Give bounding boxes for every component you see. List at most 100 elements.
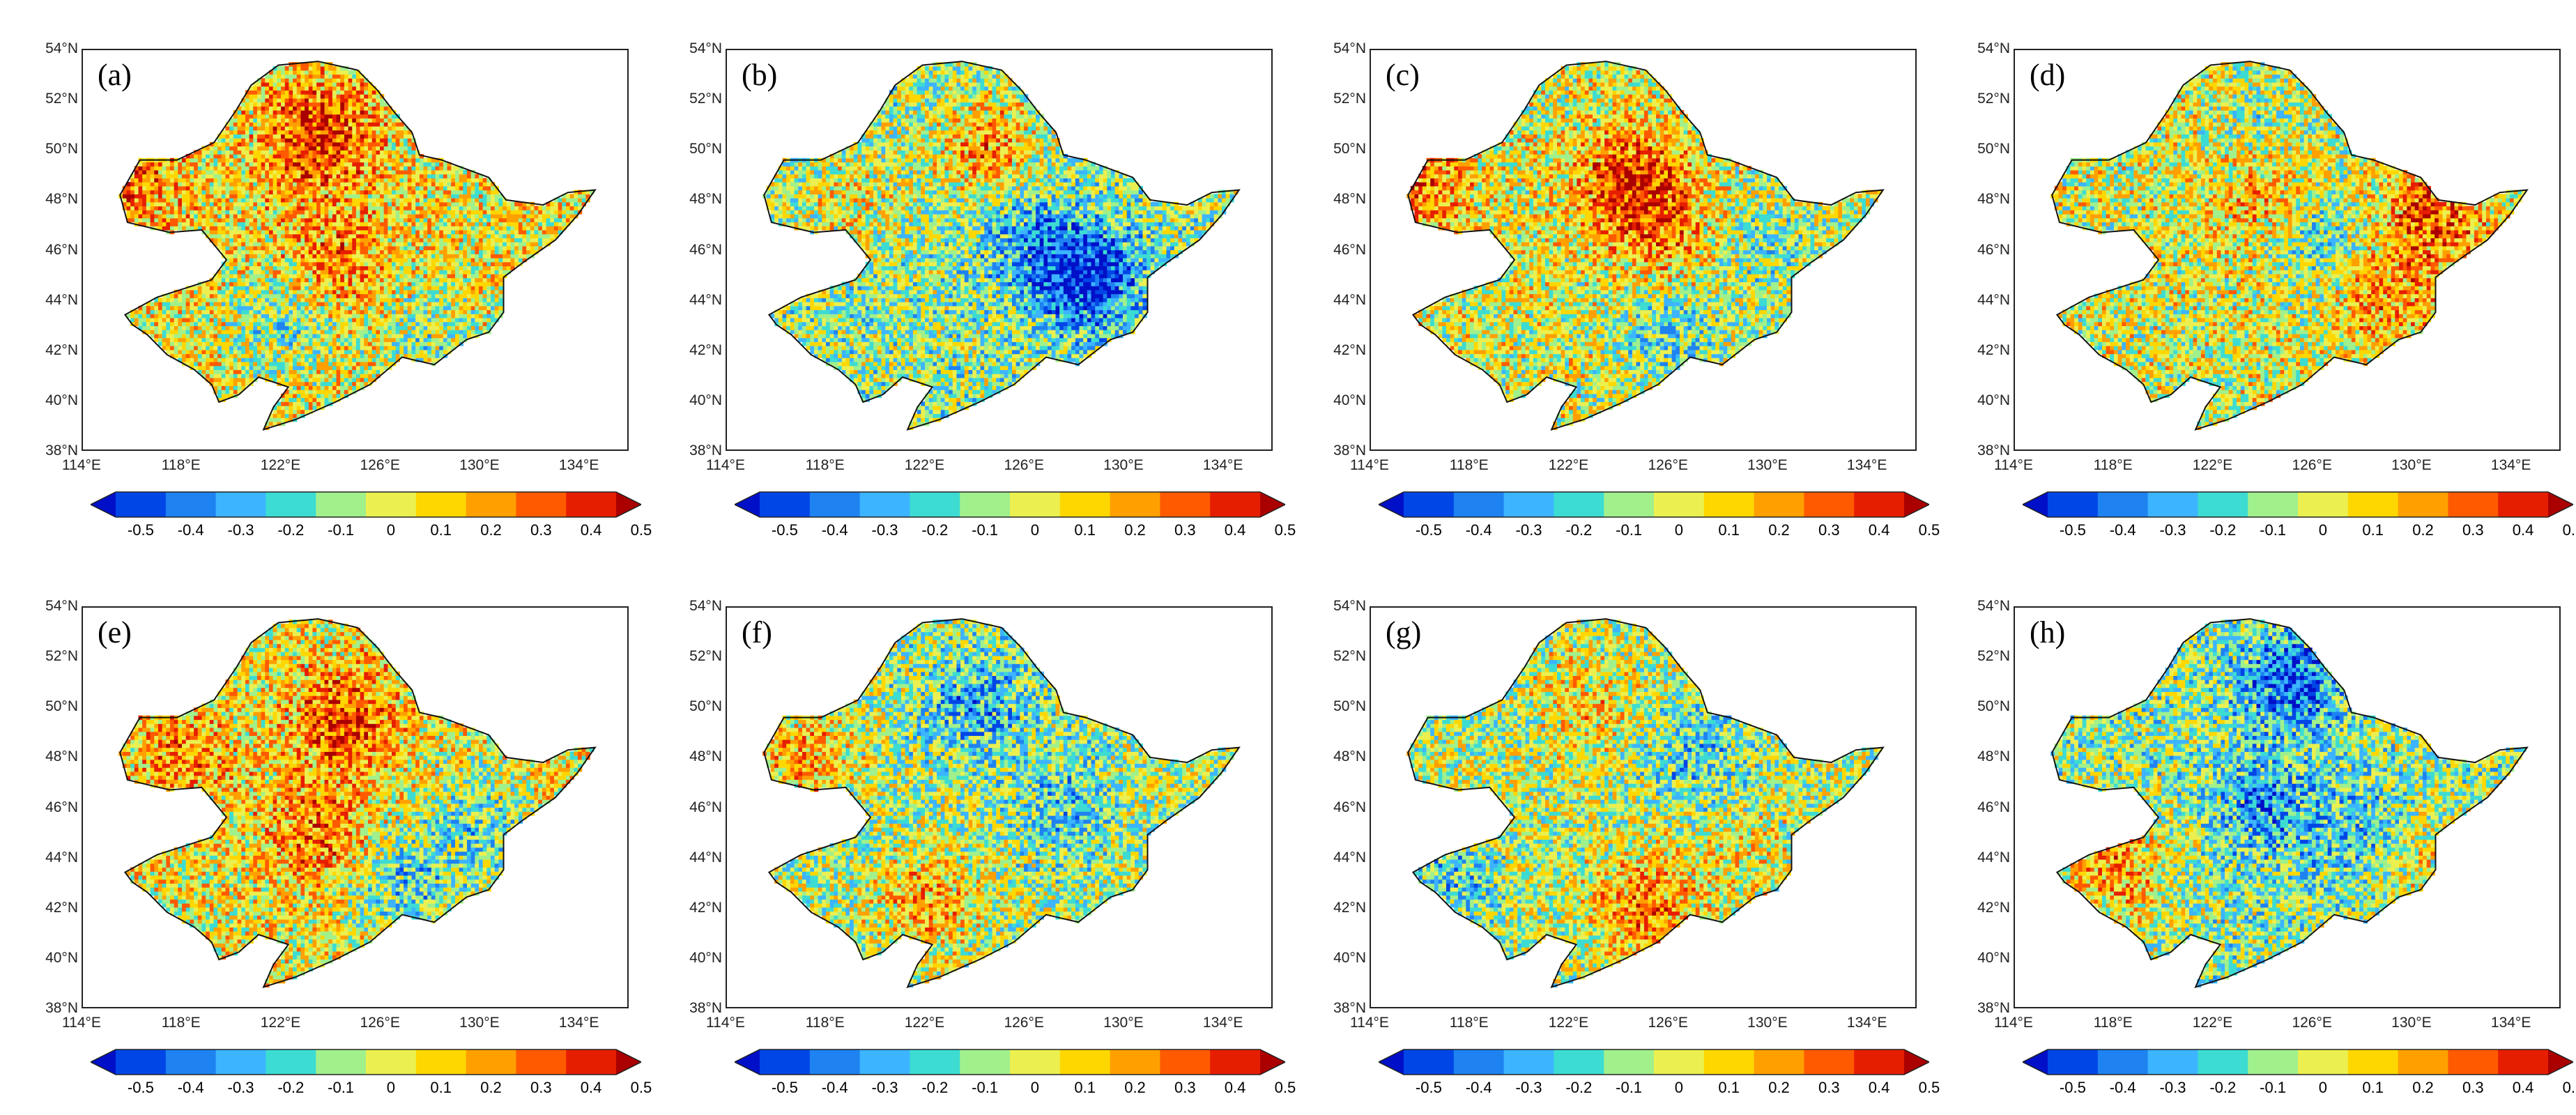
- raster-cell: [268, 249, 274, 254]
- raster-cell: [221, 153, 227, 159]
- raster-cell: [229, 293, 234, 298]
- raster-cell: [293, 361, 298, 367]
- raster-cell: [268, 361, 274, 367]
- raster-cell: [399, 249, 404, 254]
- raster-cell: [229, 169, 234, 175]
- raster-cell: [407, 314, 412, 318]
- raster-cell: [344, 169, 349, 175]
- raster-cell: [376, 166, 381, 171]
- raster-cell: [376, 169, 381, 175]
- raster-cell: [383, 213, 388, 219]
- raster-cell: [328, 198, 333, 203]
- raster-cell: [225, 229, 230, 235]
- raster-cell: [213, 341, 218, 346]
- raster-cell: [245, 349, 250, 355]
- raster-cell: [415, 261, 420, 267]
- raster-cell: [293, 266, 298, 270]
- raster-cell: [328, 162, 333, 167]
- raster-cell: [169, 349, 175, 355]
- raster-cell: [404, 273, 408, 279]
- raster-cell: [380, 286, 385, 291]
- raster-cell: [312, 206, 317, 210]
- raster-cell: [256, 182, 262, 187]
- raster-cell: [268, 178, 274, 183]
- raster-cell: [371, 266, 376, 270]
- raster-cell: [526, 249, 531, 254]
- raster-cell: [281, 201, 286, 207]
- raster-cell: [169, 201, 175, 207]
- raster-cell: [233, 353, 238, 358]
- raster-cell: [419, 238, 424, 243]
- raster-cell: [328, 222, 333, 226]
- raster-cell: [293, 349, 298, 355]
- raster-cell: [380, 277, 385, 282]
- raster-cell: [150, 330, 155, 334]
- raster-cell: [482, 289, 487, 295]
- raster-cell: [225, 190, 230, 194]
- raster-cell: [249, 178, 254, 183]
- raster-cell: [233, 349, 238, 355]
- raster-cell: [289, 325, 293, 330]
- raster-cell: [281, 182, 286, 187]
- raster-cell: [443, 273, 448, 279]
- raster-cell: [293, 397, 298, 402]
- raster-cell: [174, 217, 178, 222]
- raster-cell: [308, 317, 314, 323]
- raster-cell: [249, 201, 254, 207]
- raster-cell: [289, 301, 293, 307]
- raster-cell: [201, 185, 206, 191]
- raster-cell: [308, 377, 314, 383]
- raster-cell: [328, 298, 333, 302]
- raster-cell: [475, 261, 480, 267]
- raster-cell: [281, 333, 286, 339]
- raster-cell: [336, 390, 341, 394]
- raster-cell: [217, 365, 222, 370]
- raster-cell: [154, 309, 159, 314]
- raster-cell: [383, 266, 388, 270]
- raster-cell: [514, 213, 519, 219]
- raster-cell: [213, 369, 218, 374]
- raster-cell: [197, 213, 203, 219]
- raster-cell: [217, 390, 222, 394]
- raster-cell: [308, 190, 314, 194]
- raster-cell: [348, 261, 353, 267]
- raster-cell: [245, 261, 250, 267]
- raster-cell: [185, 162, 190, 167]
- raster-cell: [277, 401, 282, 406]
- raster-cell: [217, 289, 222, 295]
- raster-cell: [411, 277, 416, 282]
- raster-cell: [348, 213, 353, 219]
- raster-cell: [225, 182, 230, 187]
- raster-cell: [181, 178, 187, 183]
- raster-cell: [185, 217, 190, 222]
- raster-cell: [360, 261, 365, 267]
- raster-cell: [546, 213, 551, 219]
- raster-cell: [454, 249, 460, 254]
- raster-cell: [344, 330, 349, 334]
- raster-cell: [470, 245, 475, 251]
- raster-cell: [324, 374, 329, 378]
- raster-cell: [494, 233, 499, 238]
- raster-cell: [336, 153, 341, 159]
- raster-cell: [150, 210, 155, 215]
- raster-cell: [383, 178, 388, 183]
- raster-cell: [470, 273, 475, 279]
- raster-cell: [237, 222, 242, 226]
- raster-cell: [169, 166, 175, 171]
- raster-cell: [158, 174, 163, 179]
- raster-cell: [296, 377, 301, 383]
- raster-cell: [185, 314, 190, 318]
- raster-cell: [411, 286, 416, 291]
- raster-cell: [277, 346, 282, 351]
- raster-cell: [221, 374, 227, 378]
- raster-cell: [190, 321, 194, 327]
- raster-cell: [265, 273, 270, 279]
- raster-cell: [296, 162, 301, 167]
- raster-cell: [558, 222, 562, 226]
- raster-cell: [190, 333, 194, 339]
- raster-cell: [190, 157, 194, 163]
- raster-cell: [316, 289, 321, 295]
- raster-cell: [233, 381, 238, 386]
- raster-cell: [312, 298, 317, 302]
- raster-cell: [415, 174, 420, 179]
